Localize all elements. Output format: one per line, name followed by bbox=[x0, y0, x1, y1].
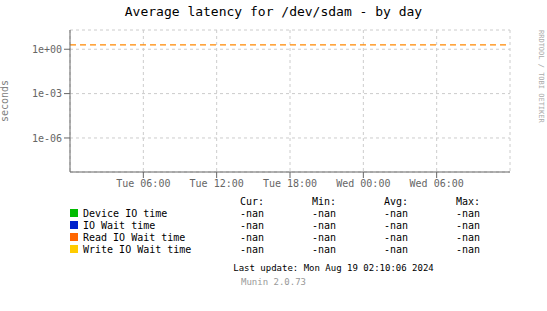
html-text:Avg:: Avg: bbox=[384, 196, 409, 207]
svg-text:Tue 06:00: Tue 06:00 bbox=[116, 178, 170, 189]
html-text:-nan: -nan bbox=[384, 244, 409, 255]
svg-text:Wed 06:00: Wed 06:00 bbox=[410, 178, 464, 189]
html-text:-nan: -nan bbox=[240, 220, 265, 231]
html-text:Write IO Wait time: Write IO Wait time bbox=[83, 244, 192, 255]
html-text:-nan: -nan bbox=[456, 220, 481, 231]
html-text:-nan: -nan bbox=[456, 208, 481, 219]
html-text:-nan: -nan bbox=[456, 244, 481, 255]
html-text:Device IO time: Device IO time bbox=[83, 208, 168, 219]
html-text:IO Wait time: IO Wait time bbox=[83, 220, 156, 231]
html-text:-nan: -nan bbox=[384, 208, 409, 219]
html-text:-nan: -nan bbox=[384, 232, 409, 243]
html-text:Min:: Min: bbox=[312, 196, 337, 207]
svg-text:seconds: seconds bbox=[8, 80, 10, 122]
html-text:-nan: -nan bbox=[312, 232, 337, 243]
svg-text:1e-03: 1e-03 bbox=[32, 88, 62, 99]
html-text:Munin 2.0.73: Munin 2.0.73 bbox=[241, 277, 306, 287]
html-text:RRDTOOL / TOBI OETIKER: RRDTOOL / TOBI OETIKER bbox=[537, 30, 545, 123]
html-text:-nan: -nan bbox=[312, 208, 337, 219]
html-text:Last update: Mon Aug 19 02:10:: Last update: Mon Aug 19 02:10:06 2024 bbox=[233, 263, 434, 273]
html-text:Read IO Wait time: Read IO Wait time bbox=[83, 232, 186, 243]
html-text:-nan: -nan bbox=[240, 232, 265, 243]
html-text:Max:: Max: bbox=[456, 196, 481, 207]
html-text:-nan: -nan bbox=[312, 220, 337, 231]
html-text:Cur:: Cur: bbox=[240, 196, 265, 207]
svg-text:Tue 18:00: Tue 18:00 bbox=[263, 178, 317, 189]
html-text:Average latency for /dev/sdam: Average latency for /dev/sdam - by day bbox=[124, 4, 423, 19]
html-text:-nan: -nan bbox=[240, 208, 265, 219]
html-text:-nan: -nan bbox=[456, 232, 481, 243]
svg-text:Wed 00:00: Wed 00:00 bbox=[336, 178, 390, 189]
html-text:-nan: -nan bbox=[240, 244, 265, 255]
html-text:-nan: -nan bbox=[384, 220, 409, 231]
svg-text:Tue 12:00: Tue 12:00 bbox=[190, 178, 244, 189]
svg-text:1e-06: 1e-06 bbox=[32, 133, 62, 144]
html-text:-nan: -nan bbox=[312, 244, 337, 255]
svg-text:1e+00: 1e+00 bbox=[32, 44, 62, 55]
